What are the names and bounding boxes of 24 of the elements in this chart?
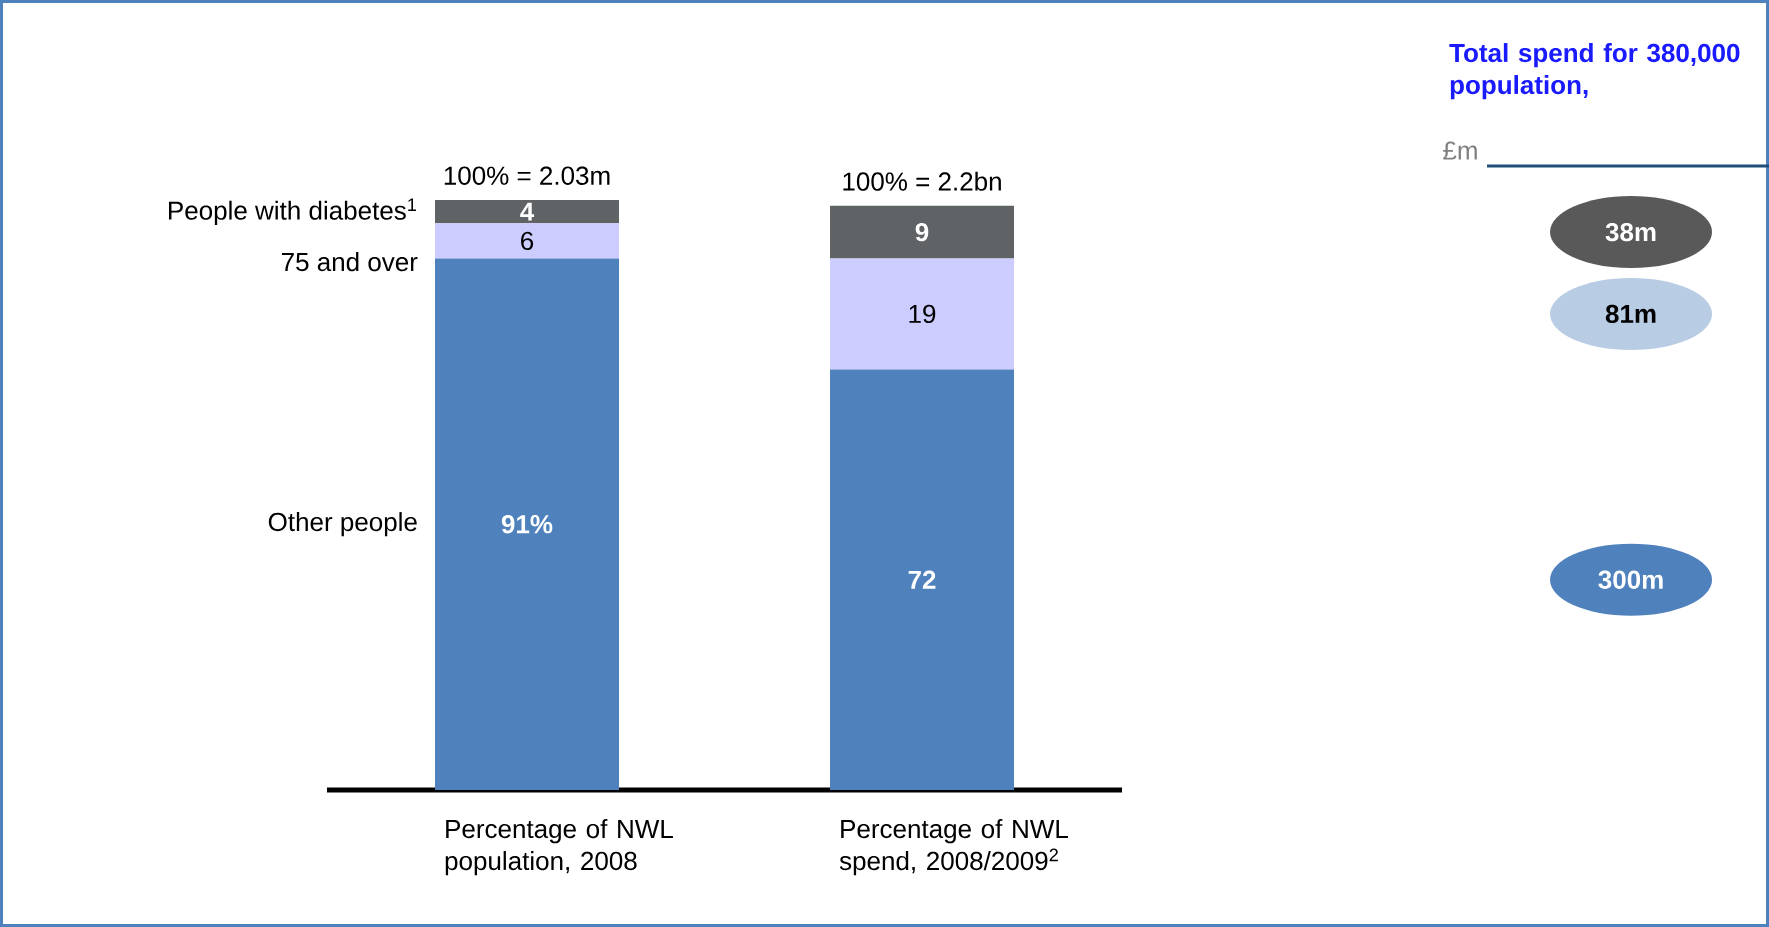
series-label: Other people: [268, 512, 417, 537]
data-label: 9: [915, 222, 929, 242]
data-label: 19: [909, 304, 936, 324]
bar: [435, 258, 619, 790]
text: 100% = 2.2bn: [843, 171, 1001, 191]
text: 38m: [1605, 222, 1656, 242]
text: Total spend for 380,000 population,: [1449, 43, 1740, 100]
bar: [435, 199, 619, 224]
bar: [830, 258, 1015, 370]
x-tick-label: Percentage of NWL population, 2008: [445, 819, 673, 876]
data-label: 4: [520, 202, 535, 221]
bar: [830, 205, 1015, 259]
data-label: 72: [908, 570, 936, 589]
x-tick-label: Percentage of NWL spend, 2008/2009$^{2}$: [839, 819, 1068, 876]
text: 300m: [1598, 570, 1663, 589]
bar: [435, 223, 619, 259]
text: 81m: [1605, 304, 1656, 324]
series-label: 75 and over: [281, 252, 418, 272]
data-label: 91%: [501, 515, 553, 534]
data-label: 6: [521, 231, 534, 251]
bar: [830, 369, 1015, 790]
series-label: People with diabetes$^{1}$: [169, 198, 417, 225]
text: £m: [1443, 141, 1477, 160]
text: 100% = 2.03m: [444, 166, 610, 185]
